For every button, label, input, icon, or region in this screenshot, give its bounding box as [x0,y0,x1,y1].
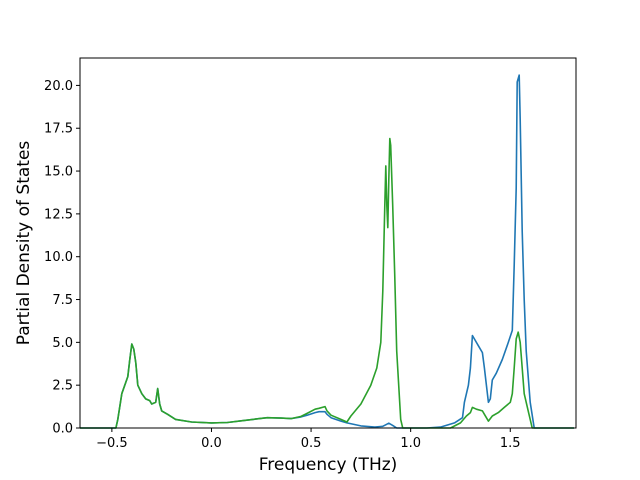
y-tick-label: 2.5 [52,379,73,394]
y-tick-label: 10.0 [44,250,73,265]
series-layer [80,74,574,429]
y-tick-label: 17.5 [44,122,73,137]
x-tick-label: 1.0 [400,436,421,451]
x-axis: −0.5 0.0 0.5 1.0 1.5 [96,428,521,451]
x-tick-label: 1.5 [500,436,521,451]
x-tick-label: 0.5 [301,436,322,451]
y-tick-label: 12.5 [44,207,73,222]
series-line-2 [80,137,574,429]
y-axis-title: Partial Density of States [14,141,34,346]
y-tick-label: 5.0 [52,336,73,351]
y-tick-label: 7.5 [52,293,73,308]
y-tick-label: 20.0 [44,79,73,94]
x-tick-label: −0.5 [96,436,128,451]
plot-frame [79,57,577,429]
x-tick-label: 0.0 [201,436,222,451]
x-axis-title: Frequency (THz) [259,455,398,475]
y-tick-label: 15.0 [44,165,73,180]
y-tick-label: 0.0 [52,422,73,437]
y-axis: 0.0 2.5 5.0 7.5 10.0 12.5 15.0 17.5 20.0 [44,79,80,437]
